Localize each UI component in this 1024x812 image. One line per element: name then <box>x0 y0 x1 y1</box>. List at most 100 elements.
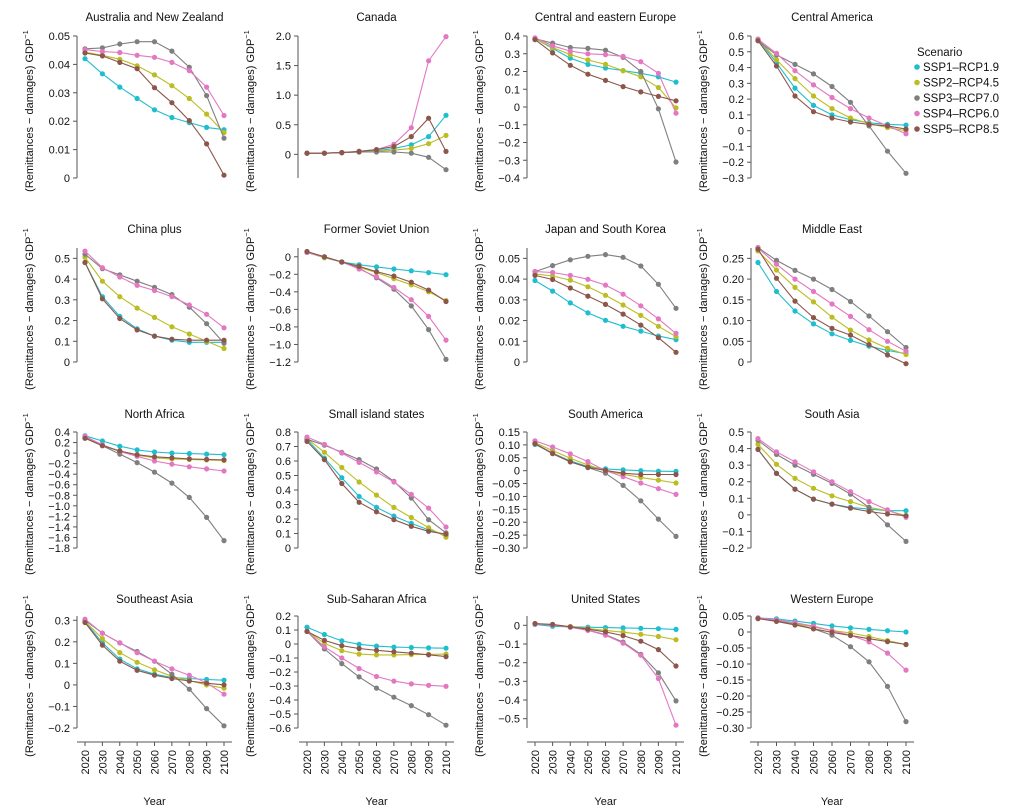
x-tick-label: 2090 <box>202 750 214 774</box>
data-point <box>655 675 662 682</box>
data-point <box>117 448 123 454</box>
panel: North Africa −1.8−1.6−1.4−1.2−1.0−0.8−0.6… <box>21 409 227 575</box>
y-tick-label: −0.15 <box>492 504 520 516</box>
data-point <box>673 349 679 355</box>
data-point <box>373 647 380 653</box>
legend-label: SSP1–RCP1.9 <box>923 62 999 74</box>
data-point <box>755 259 761 266</box>
data-point <box>847 489 854 495</box>
y-tick-label: 0.02 <box>499 316 520 328</box>
data-point <box>443 298 449 305</box>
data-point <box>847 298 854 305</box>
panel-title: South Asia <box>805 409 861 421</box>
data-point <box>602 467 609 473</box>
y-tick-label: 0.3 <box>729 78 744 90</box>
data-point <box>829 314 835 320</box>
y-tick-label: 0 <box>514 102 520 114</box>
data-point <box>426 517 432 523</box>
data-point <box>373 147 380 153</box>
y-tick-label: −0.10 <box>716 659 744 671</box>
data-point <box>186 331 192 337</box>
data-point <box>99 278 105 284</box>
y-tick-label: 0.3 <box>55 295 70 307</box>
y-tick-label: 0 <box>64 680 70 692</box>
y-tick-label: 0.05 <box>723 611 744 623</box>
data-point <box>169 450 175 456</box>
data-point <box>204 321 210 327</box>
series-line <box>757 262 907 355</box>
data-point <box>408 303 414 309</box>
data-point <box>532 269 538 275</box>
data-point <box>673 698 679 704</box>
y-axis-label: (Remittances − damages) GDP−1 <box>21 413 36 575</box>
y-tick-label: 0.8 <box>276 427 291 439</box>
data-point <box>443 531 449 537</box>
data-point <box>829 286 835 293</box>
data-point <box>356 665 362 672</box>
data-point <box>321 457 327 463</box>
y-tick-label: −0.2 <box>498 138 520 150</box>
data-point <box>585 626 591 632</box>
data-point <box>773 50 780 57</box>
data-point <box>443 112 449 118</box>
data-point <box>550 621 556 628</box>
data-point <box>117 658 123 664</box>
y-tick-label: 0.1 <box>729 110 744 122</box>
data-point <box>585 276 591 282</box>
data-point <box>373 492 380 498</box>
x-tick-label: 2090 <box>424 750 436 774</box>
data-point <box>426 712 432 718</box>
data-point <box>884 511 891 517</box>
panel: Central America −0.3 −0.2 −0.1 0 0.1 0.2 0.3 0.4… <box>695 12 909 192</box>
data-point <box>391 513 397 519</box>
data-point <box>638 468 644 474</box>
y-axis-label: (Remittances − damages) GDP−1 <box>471 30 486 192</box>
y-tick-label: −0.4 <box>269 287 291 299</box>
data-point <box>186 686 192 692</box>
y-tick-label: 0.2 <box>729 94 744 106</box>
x-tick-label: 2030 <box>319 750 331 774</box>
y-tick-label: −0.2 <box>722 543 744 555</box>
data-point <box>567 257 573 263</box>
y-tick-label: −0.4 <box>498 695 520 707</box>
data-point <box>792 284 798 290</box>
panel-title: Canada <box>356 12 397 24</box>
data-point <box>443 645 449 651</box>
data-point <box>773 57 780 63</box>
y-tick-label: 1.5 <box>276 61 291 73</box>
data-point <box>99 296 105 302</box>
data-point <box>82 56 88 62</box>
data-point <box>602 252 609 258</box>
data-point <box>169 324 175 330</box>
data-point <box>426 652 432 658</box>
y-tick-label: 0.6 <box>729 31 744 43</box>
y-axis-label: (Remittances − damages) GDP−1 <box>21 228 36 390</box>
data-point <box>903 344 909 351</box>
data-point <box>866 337 872 343</box>
y-tick-label: −1.2 <box>269 357 291 369</box>
data-point <box>304 624 310 630</box>
data-point <box>151 333 158 339</box>
data-point <box>426 58 432 64</box>
data-point <box>829 629 835 635</box>
y-tick-label: 0.3 <box>505 49 520 61</box>
data-point <box>186 456 192 462</box>
data-point <box>585 61 591 67</box>
data-point <box>321 150 327 156</box>
data-point <box>620 68 626 74</box>
data-point <box>673 533 679 540</box>
data-point <box>792 486 798 492</box>
y-tick-label: 0.04 <box>499 274 520 286</box>
data-point <box>426 270 432 276</box>
data-point <box>356 148 362 154</box>
data-point <box>356 641 362 647</box>
data-point <box>169 83 175 89</box>
data-point <box>866 636 872 642</box>
data-point <box>673 79 679 85</box>
x-tick-label: 2070 <box>618 750 630 774</box>
data-point <box>792 61 798 67</box>
series-line <box>534 443 677 537</box>
data-point <box>550 43 556 49</box>
data-point <box>134 650 140 656</box>
